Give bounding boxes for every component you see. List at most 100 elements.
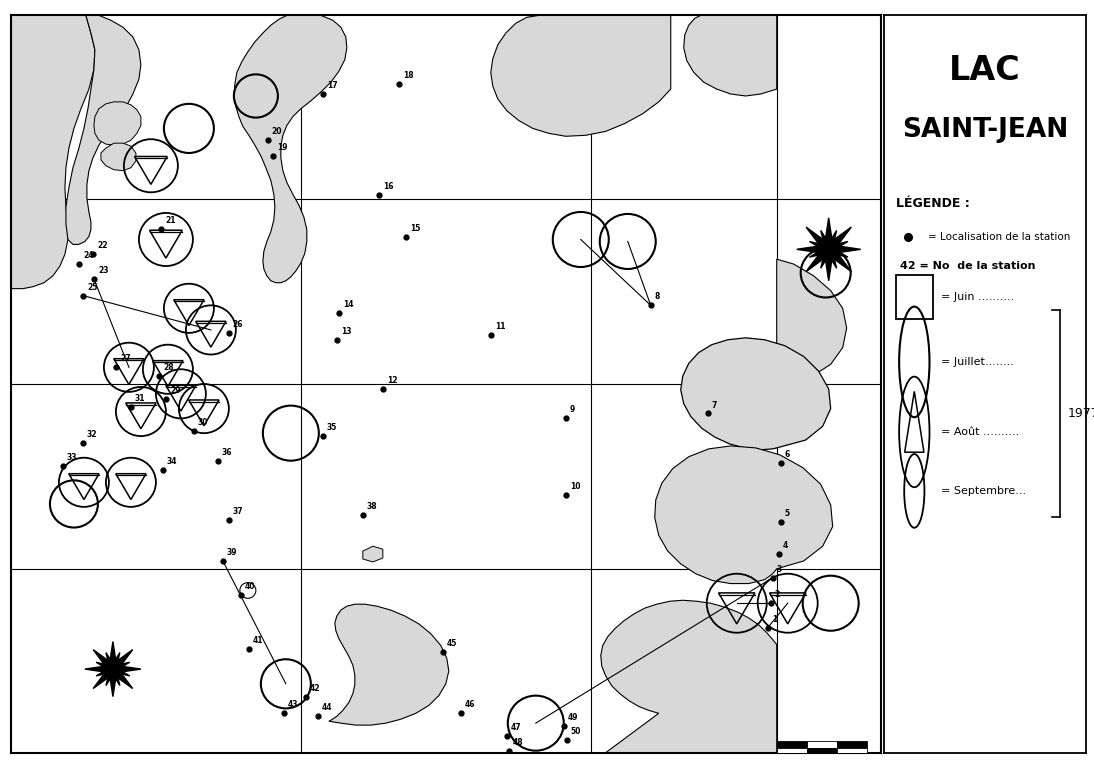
- Text: 1: 1: [771, 615, 777, 624]
- Polygon shape: [110, 668, 120, 686]
- Text: = Juin ..........: = Juin ..........: [941, 292, 1014, 302]
- Text: 34: 34: [167, 457, 177, 465]
- Circle shape: [826, 247, 831, 253]
- Text: 27: 27: [120, 354, 130, 363]
- Text: 30: 30: [198, 419, 208, 427]
- Polygon shape: [601, 601, 777, 753]
- Text: 39: 39: [226, 548, 237, 557]
- Text: 17: 17: [327, 81, 337, 90]
- Text: LÉGENDE :: LÉGENDE :: [896, 197, 970, 210]
- Bar: [806, 741, 837, 748]
- Polygon shape: [654, 446, 833, 584]
- Polygon shape: [827, 241, 848, 252]
- Polygon shape: [825, 246, 851, 272]
- Polygon shape: [777, 259, 847, 384]
- Text: 10: 10: [570, 482, 580, 492]
- Text: 32: 32: [86, 430, 97, 439]
- Polygon shape: [820, 230, 831, 250]
- Polygon shape: [827, 247, 848, 257]
- Text: SAINT-JEAN: SAINT-JEAN: [903, 117, 1068, 143]
- Bar: [777, 741, 806, 748]
- Text: 19: 19: [277, 143, 288, 152]
- Polygon shape: [824, 218, 834, 250]
- Text: 20: 20: [271, 127, 282, 136]
- Text: 9: 9: [570, 406, 575, 415]
- Polygon shape: [85, 665, 113, 674]
- Polygon shape: [824, 250, 834, 281]
- Text: 41: 41: [253, 637, 264, 645]
- Text: 14: 14: [342, 300, 353, 310]
- Polygon shape: [234, 15, 347, 283]
- Polygon shape: [671, 15, 777, 96]
- Text: 11: 11: [494, 322, 505, 331]
- Text: 26: 26: [233, 320, 243, 329]
- Text: 37: 37: [233, 507, 244, 516]
- Text: 24: 24: [83, 251, 93, 260]
- Text: 21: 21: [165, 216, 175, 225]
- Text: LAC: LAC: [950, 55, 1021, 87]
- Text: 50: 50: [571, 727, 581, 736]
- Polygon shape: [680, 338, 830, 450]
- Polygon shape: [825, 227, 851, 253]
- Polygon shape: [810, 241, 830, 252]
- Bar: [806, 748, 837, 755]
- Circle shape: [110, 667, 116, 672]
- Polygon shape: [106, 668, 116, 686]
- Text: 22: 22: [97, 241, 107, 250]
- Text: 31: 31: [135, 394, 146, 402]
- Polygon shape: [108, 641, 117, 669]
- Polygon shape: [112, 667, 130, 676]
- Text: 5: 5: [784, 508, 790, 518]
- Text: 13: 13: [341, 327, 351, 336]
- Polygon shape: [110, 653, 120, 670]
- Polygon shape: [93, 650, 116, 672]
- Text: 25: 25: [86, 283, 97, 292]
- Polygon shape: [806, 227, 833, 253]
- Polygon shape: [108, 669, 117, 697]
- Text: 18: 18: [403, 71, 414, 80]
- Text: 45: 45: [446, 640, 457, 648]
- Text: 12: 12: [387, 376, 397, 385]
- Text: 8: 8: [654, 293, 660, 301]
- Polygon shape: [93, 666, 116, 689]
- Text: 23: 23: [98, 266, 108, 275]
- Polygon shape: [826, 248, 837, 268]
- Text: 3: 3: [777, 564, 782, 574]
- Text: 1977: 1977: [1068, 407, 1094, 420]
- Polygon shape: [363, 546, 383, 562]
- Text: 43: 43: [288, 700, 299, 710]
- Polygon shape: [113, 665, 141, 674]
- Polygon shape: [106, 653, 116, 670]
- Polygon shape: [491, 15, 671, 136]
- Polygon shape: [101, 143, 136, 170]
- Text: 35: 35: [327, 423, 337, 432]
- Bar: [777, 748, 806, 755]
- Polygon shape: [109, 650, 132, 672]
- Polygon shape: [96, 667, 114, 676]
- Polygon shape: [810, 247, 830, 257]
- Text: 40: 40: [245, 582, 255, 591]
- Text: 42: 42: [310, 684, 321, 693]
- Text: 6: 6: [784, 450, 790, 458]
- Text: 2: 2: [775, 591, 780, 599]
- Polygon shape: [796, 244, 828, 254]
- Text: 38: 38: [366, 502, 377, 511]
- Bar: [837, 741, 866, 748]
- Text: 15: 15: [410, 223, 420, 233]
- Polygon shape: [94, 102, 141, 145]
- Polygon shape: [828, 244, 861, 254]
- Text: = Août ..........: = Août ..........: [941, 427, 1019, 437]
- Text: 44: 44: [322, 703, 333, 713]
- Polygon shape: [66, 15, 141, 244]
- Text: 36: 36: [222, 448, 232, 457]
- Polygon shape: [11, 15, 95, 289]
- Text: 49: 49: [568, 713, 579, 722]
- Text: 46: 46: [465, 700, 475, 710]
- Bar: [837, 748, 866, 755]
- Text: 47: 47: [511, 723, 522, 732]
- FancyBboxPatch shape: [896, 275, 932, 319]
- Text: 42 = No  de la station: 42 = No de la station: [900, 261, 1036, 271]
- Text: 48: 48: [513, 738, 523, 746]
- Text: = Septembre...: = Septembre...: [941, 486, 1026, 496]
- Polygon shape: [826, 230, 837, 250]
